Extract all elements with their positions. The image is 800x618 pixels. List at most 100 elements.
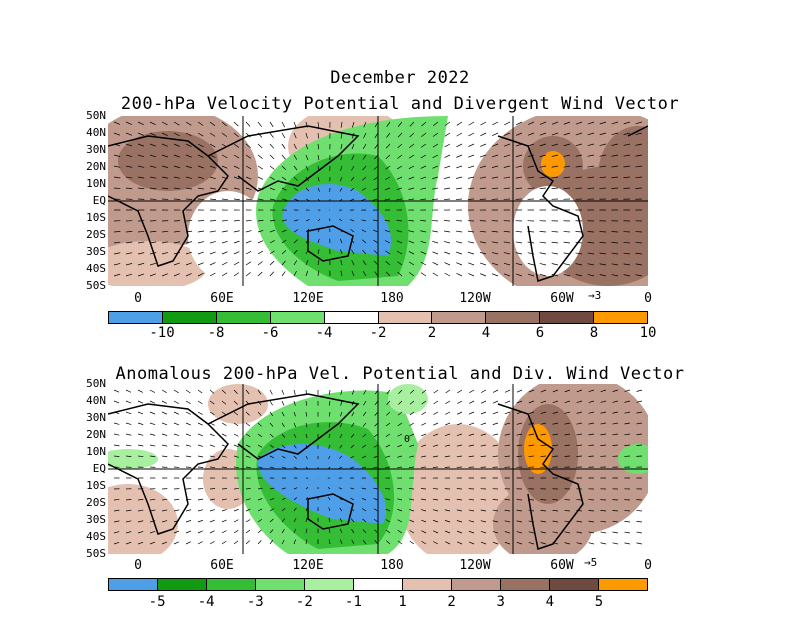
wind-vector xyxy=(209,433,215,437)
wind-vector xyxy=(420,498,427,501)
wind-vector xyxy=(161,400,167,404)
wind-vector xyxy=(479,165,487,169)
wind-vector xyxy=(515,176,523,179)
wind-vector xyxy=(245,121,251,127)
wind-vector xyxy=(551,143,559,147)
wind-vector xyxy=(317,154,320,161)
wind-vector xyxy=(635,165,643,168)
wind-vector xyxy=(125,143,133,147)
wind-vector xyxy=(409,444,415,448)
wind-vector xyxy=(385,433,391,437)
wind-vector xyxy=(397,433,403,437)
wind-vector xyxy=(635,176,643,179)
wind-vector xyxy=(455,241,463,244)
wind-vector xyxy=(197,519,204,523)
wind-vector xyxy=(409,132,415,138)
wind-vector xyxy=(221,389,227,394)
wind-vector xyxy=(233,261,240,266)
wind-vector xyxy=(269,455,275,459)
wind-vector xyxy=(491,176,499,179)
wind-vector xyxy=(563,252,571,255)
wind-vector xyxy=(361,239,367,244)
wind-vector xyxy=(445,411,451,415)
wind-vector xyxy=(421,389,427,394)
wind-vector xyxy=(350,176,355,182)
wind-vector xyxy=(257,400,262,406)
wind-vector xyxy=(587,274,595,277)
wind-vector xyxy=(515,165,523,168)
wind-vector xyxy=(233,530,239,534)
wind-vector xyxy=(293,260,298,266)
wind-vector xyxy=(456,251,463,255)
colorbar-swatch xyxy=(501,579,550,590)
wind-vector xyxy=(245,519,251,523)
wind-vector xyxy=(385,176,391,180)
wind-vector xyxy=(551,121,559,125)
wind-vector xyxy=(432,132,439,137)
wind-vector xyxy=(149,400,156,404)
wind-vector xyxy=(456,121,463,126)
wind-vector xyxy=(564,455,571,457)
wind-vector xyxy=(504,132,511,136)
wind-vector xyxy=(599,252,607,255)
wind-vector xyxy=(233,488,239,490)
wind-vector xyxy=(575,231,583,233)
wind-vector xyxy=(137,143,145,147)
wind-vector xyxy=(233,400,238,405)
wind-vector xyxy=(328,422,331,428)
wind-vector xyxy=(340,270,343,277)
wind-vector xyxy=(221,444,227,448)
wind-vector xyxy=(455,230,463,233)
wind-vector xyxy=(528,542,535,545)
wind-vector xyxy=(373,198,379,201)
wind-vector xyxy=(576,422,583,425)
wind-vector xyxy=(305,389,308,395)
wind-vector xyxy=(456,433,463,436)
wind-vector xyxy=(409,389,415,394)
top-lon-0: 0 xyxy=(134,291,142,306)
wind-vector xyxy=(504,499,511,501)
wind-vector xyxy=(516,422,523,425)
wind-vector xyxy=(575,154,583,157)
wind-vector xyxy=(305,539,308,545)
wind-vector xyxy=(551,165,559,168)
colorbar-swatch xyxy=(540,312,595,323)
wind-vector xyxy=(611,154,619,157)
wind-vector xyxy=(185,165,192,169)
wind-vector xyxy=(587,241,595,244)
wind-vector xyxy=(624,510,631,512)
wind-vector xyxy=(257,271,263,277)
wind-vector xyxy=(420,143,427,148)
wind-vector xyxy=(551,132,559,136)
wind-vector xyxy=(233,540,239,545)
wind-vector xyxy=(233,240,240,244)
wind-vector xyxy=(528,499,535,501)
wind-vector xyxy=(161,262,169,266)
wind-vector xyxy=(269,271,275,277)
wind-vector xyxy=(328,455,331,460)
wind-vector xyxy=(257,143,263,149)
wind-vector xyxy=(398,400,403,405)
wind-vector xyxy=(635,132,643,135)
wind-vector xyxy=(515,187,523,190)
wind-vector xyxy=(588,510,595,512)
wind-vector xyxy=(563,154,571,157)
wind-vector xyxy=(269,154,275,160)
wind-vector xyxy=(587,121,595,125)
bottom-lon-60w: 60W xyxy=(550,558,574,573)
wind-vector xyxy=(185,541,191,545)
wind-vector xyxy=(468,132,475,137)
wind-vector xyxy=(492,531,499,534)
top-lat-40n: 40N xyxy=(86,126,106,139)
wind-vector xyxy=(599,274,607,277)
wind-vector xyxy=(444,132,451,137)
wind-vector xyxy=(257,198,264,201)
wind-vector xyxy=(444,530,451,534)
wind-vector xyxy=(480,132,487,137)
wind-vector xyxy=(351,165,355,171)
wind-vector xyxy=(374,400,379,406)
wind-vector xyxy=(397,488,403,490)
wind-vector xyxy=(479,241,487,244)
wind-vector xyxy=(409,509,415,512)
wind-vector xyxy=(432,176,439,180)
